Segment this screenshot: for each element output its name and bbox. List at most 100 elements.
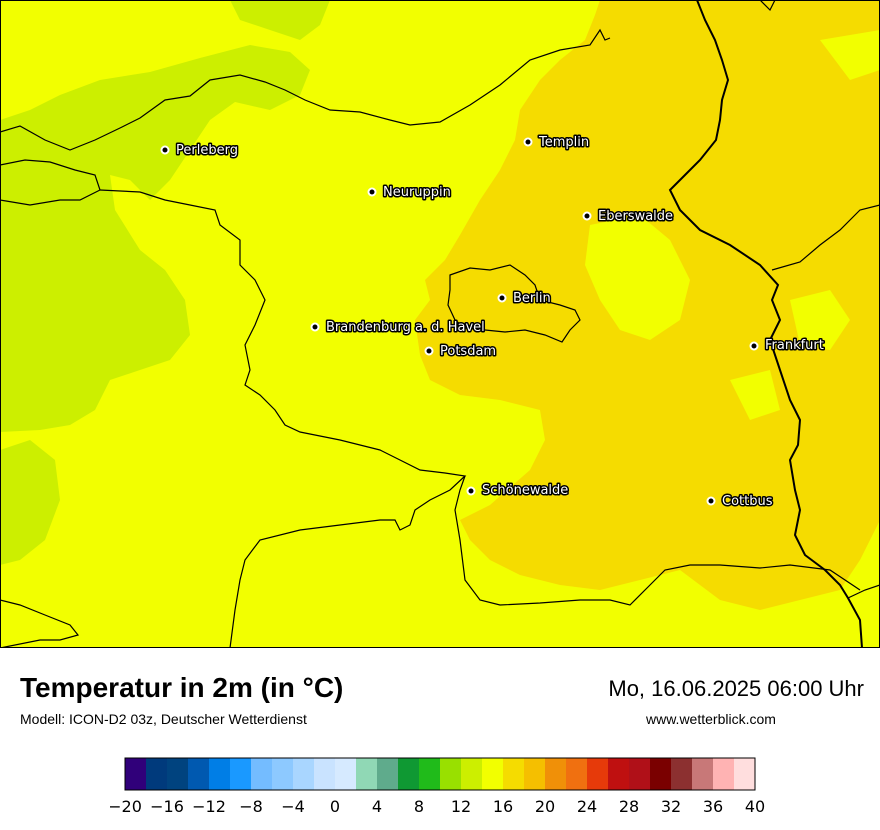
- city-dot-icon: [523, 137, 533, 147]
- legend-swatch: [356, 758, 378, 790]
- legend-swatch: [146, 758, 168, 790]
- state-border-southeast: [847, 584, 880, 599]
- legend-swatch: [314, 758, 336, 790]
- color-legend: −20 −16 −12 −8 −4 0 4 8 12 16 20 24 28 32 36 40: [110, 757, 765, 816]
- legend-swatch: [167, 758, 189, 790]
- website-link[interactable]: www.wetterblick.com: [646, 711, 776, 727]
- legend-tick-label: 12: [451, 797, 471, 816]
- cool-zone-north: [230, 0, 330, 40]
- city-dot-icon: [424, 346, 434, 356]
- legend-tick-label: −4: [281, 797, 305, 816]
- state-border-southwest: [0, 599, 80, 648]
- city-potsdam[interactable]: Potsdam: [424, 343, 498, 361]
- legend-tick-label: 0: [330, 797, 340, 816]
- legend-tick-label: −12: [192, 797, 226, 816]
- state-border-east-inner: [771, 204, 880, 271]
- country-border-east: [668, 0, 863, 648]
- legend-swatch: [692, 758, 714, 790]
- city-brandenburg[interactable]: Brandenburg a. d. Havel: [310, 319, 486, 337]
- legend-tick-label: 40: [745, 797, 765, 816]
- temperature-map: Perleberg Templin Neuruppin Eberswalde B…: [0, 0, 880, 648]
- legend-tick-label: −20: [110, 797, 142, 816]
- legend-ticks: −20 −16 −12 −8 −4 0 4 8 12 16 20 24 28 32 36 40: [110, 797, 765, 816]
- city-frankfurt[interactable]: Frankfurt: [749, 337, 825, 355]
- legend-swatch: [209, 758, 231, 790]
- state-border-west: [99, 189, 467, 648]
- city-berlin[interactable]: Berlin: [497, 290, 552, 308]
- legend-swatch: [566, 758, 588, 790]
- legend-swatch: [461, 758, 483, 790]
- legend-tick-label: 24: [577, 797, 597, 816]
- legend-swatch: [608, 758, 630, 790]
- legend-tick-label: −8: [239, 797, 263, 816]
- legend-swatch: [734, 758, 756, 790]
- legend-swatch: [230, 758, 252, 790]
- city-dot-icon: [582, 211, 592, 221]
- legend-swatch: [545, 758, 567, 790]
- legend-swatch: [503, 758, 525, 790]
- state-border-northeast: [759, 0, 776, 12]
- legend-swatch: [482, 758, 504, 790]
- legend-swatch: [293, 758, 315, 790]
- model-info: Modell: ICON-D2 03z, Deutscher Wetterdie…: [20, 711, 307, 727]
- legend-swatch: [335, 758, 357, 790]
- borders: [0, 0, 880, 648]
- city-markers: Perleberg Templin Neuruppin Eberswalde B…: [160, 134, 825, 511]
- city-templin[interactable]: Templin: [523, 134, 591, 152]
- city-dot-icon: [749, 341, 759, 351]
- legend-tick-label: 16: [493, 797, 513, 816]
- city-label: Berlin: [513, 291, 551, 306]
- cool-zone-west: [0, 45, 310, 432]
- state-border-northwest: [0, 159, 101, 206]
- city-eberswalde[interactable]: Eberswalde: [582, 208, 675, 226]
- city-label: Schönewalde: [482, 483, 568, 498]
- legend-swatches: [125, 758, 756, 790]
- city-cottbus[interactable]: Cottbus: [706, 493, 774, 511]
- city-perleberg[interactable]: Perleberg: [160, 142, 239, 160]
- legend-swatch: [713, 758, 735, 790]
- legend-swatch: [272, 758, 294, 790]
- legend-frame: [124, 757, 756, 791]
- legend-tick-label: 20: [535, 797, 555, 816]
- berlin-border: [447, 264, 581, 343]
- legend-tick-label: 8: [414, 797, 424, 816]
- city-dot-icon: [466, 486, 476, 496]
- state-border-south: [454, 475, 861, 606]
- legend-swatch: [419, 758, 441, 790]
- forecast-datetime: Mo, 16.06.2025 06:00 Uhr: [608, 676, 864, 701]
- cool-zone-west-south: [0, 440, 60, 565]
- city-dot-icon: [160, 145, 170, 155]
- legend-tick-label: 4: [372, 797, 382, 816]
- legend-swatch: [629, 758, 651, 790]
- legend-swatch: [377, 758, 399, 790]
- city-label: Potsdam: [440, 344, 496, 359]
- legend-swatch: [650, 758, 672, 790]
- legend-tick-label: 36: [703, 797, 723, 816]
- city-label: Eberswalde: [598, 209, 673, 224]
- map-title: Temperatur in 2m (in °C): [20, 672, 344, 703]
- legend-swatch: [440, 758, 462, 790]
- legend-tick-label: −16: [150, 797, 184, 816]
- legend-swatch: [125, 758, 147, 790]
- city-schoenewalde[interactable]: Schönewalde: [466, 482, 570, 500]
- state-border-north: [0, 28, 611, 151]
- legend-swatch: [251, 758, 273, 790]
- city-label: Perleberg: [176, 143, 238, 158]
- mild-pocket-2: [820, 30, 880, 80]
- city-dot-icon: [367, 187, 377, 197]
- city-dot-icon: [497, 293, 507, 303]
- city-label: Brandenburg a. d. Havel: [326, 320, 485, 335]
- legend-swatch: [587, 758, 609, 790]
- mild-pocket-1: [585, 215, 690, 340]
- legend-swatch: [671, 758, 693, 790]
- mild-pocket-4: [730, 370, 780, 420]
- city-neuruppin[interactable]: Neuruppin: [367, 184, 452, 202]
- legend-tick-label: 32: [661, 797, 681, 816]
- legend-tick-label: 28: [619, 797, 639, 816]
- mild-pocket-3: [790, 290, 850, 350]
- city-label: Cottbus: [722, 494, 773, 509]
- city-label: Templin: [538, 135, 589, 150]
- legend-swatch: [188, 758, 210, 790]
- legend-swatch: [398, 758, 420, 790]
- legend-swatch: [524, 758, 546, 790]
